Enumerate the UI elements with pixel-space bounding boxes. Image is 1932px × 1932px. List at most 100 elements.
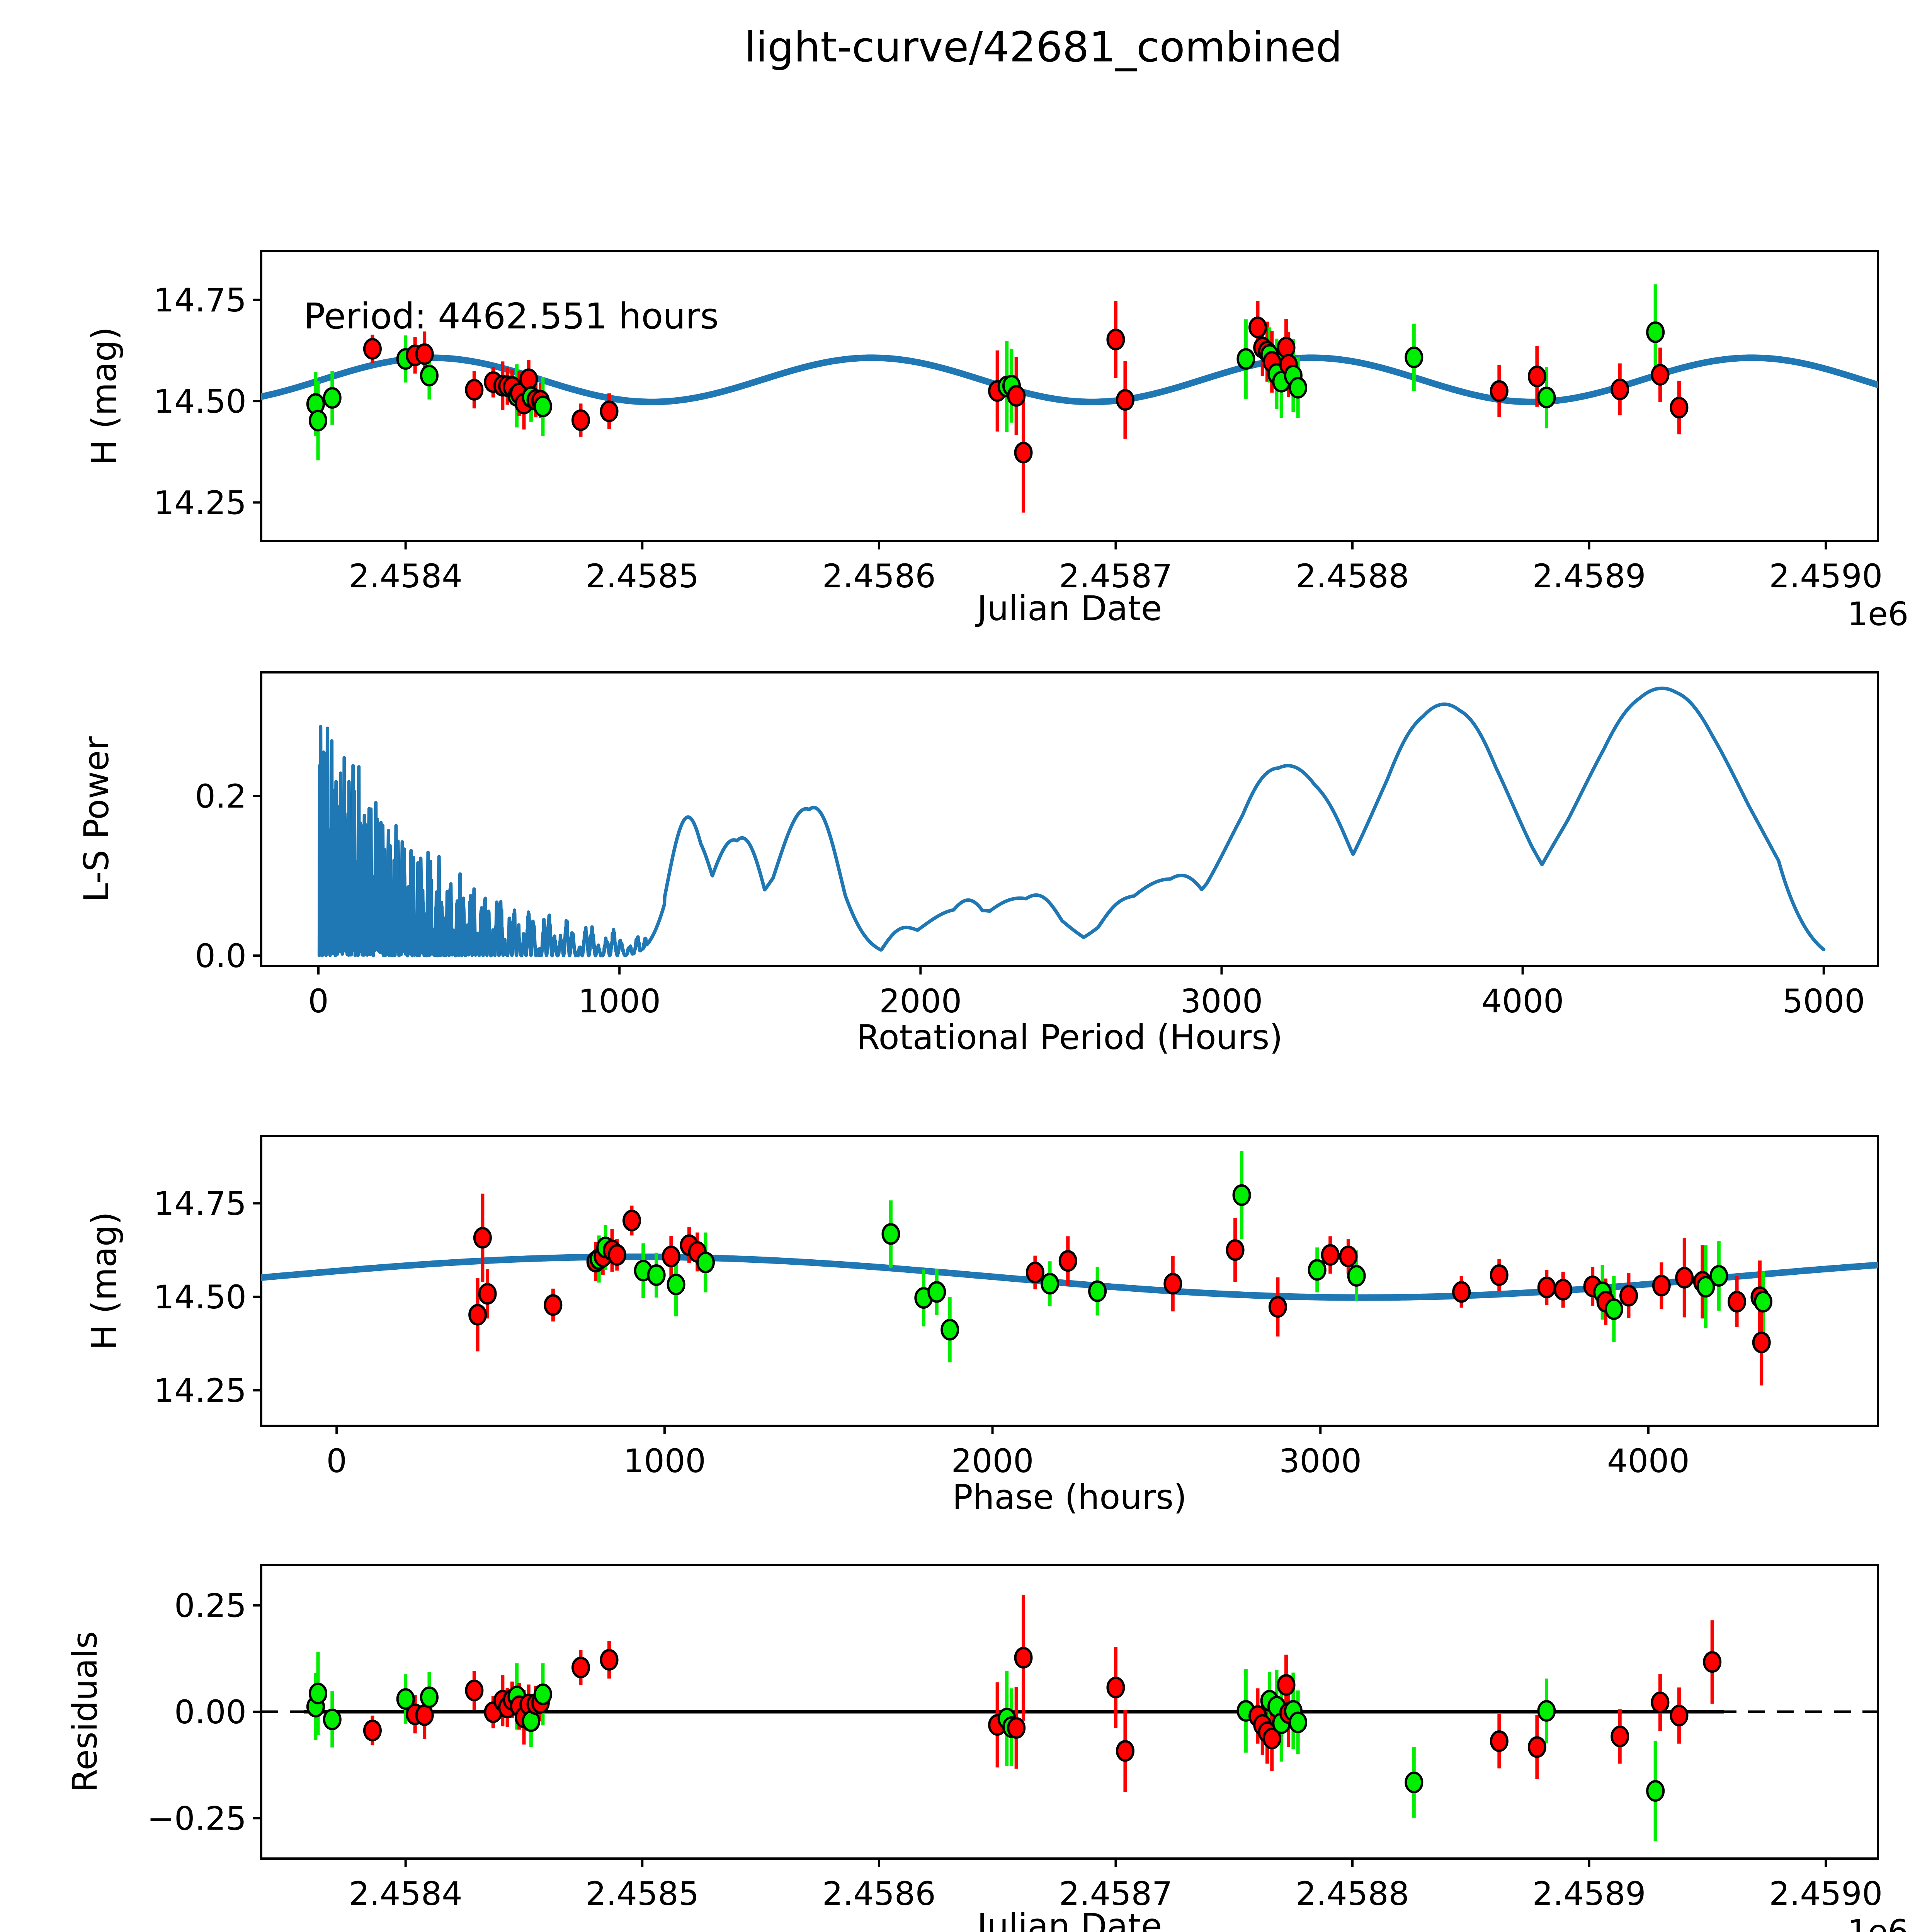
data-point <box>396 1688 415 1710</box>
data-point <box>600 1649 619 1671</box>
x-tick-label: 1000 <box>578 982 661 1020</box>
data-point <box>468 1304 487 1326</box>
data-point <box>478 1283 497 1305</box>
x-tick-label: 2.4584 <box>349 557 463 595</box>
data-point <box>667 1274 685 1296</box>
data-point <box>1014 442 1033 464</box>
plot-frame <box>260 671 1879 967</box>
x-offset-label: 1e6 <box>1847 595 1909 633</box>
data-point <box>1268 1296 1287 1318</box>
y-tick-label: 14.50 <box>154 1278 247 1316</box>
data-point <box>1339 1245 1358 1267</box>
data-point <box>1646 1780 1665 1802</box>
data-point <box>1490 380 1509 402</box>
data-point <box>473 1227 492 1249</box>
data-point <box>662 1245 680 1267</box>
data-point <box>415 1704 434 1726</box>
data-point <box>1490 1264 1509 1286</box>
data-point <box>420 1686 439 1708</box>
y-tick-label: −0.25 <box>147 1799 247 1837</box>
data-point <box>1651 1691 1670 1713</box>
data-point <box>571 1656 590 1679</box>
data-point <box>1277 1674 1296 1696</box>
data-point <box>1106 328 1125 350</box>
data-point <box>1321 1244 1340 1266</box>
y-tick-label: 14.75 <box>154 281 247 319</box>
data-point <box>1611 1725 1629 1747</box>
x-axis-label: Julian Date <box>975 588 1162 628</box>
data-point <box>1537 1276 1556 1298</box>
panel-residuals: 2.4584 2.4585 2.4586 2.4587 2.4588 2.4589 2.45… <box>0 1546 1932 1932</box>
data-point <box>1452 1281 1471 1303</box>
data-point <box>1604 1298 1623 1320</box>
y-axis-label: H (mag) <box>84 1212 124 1350</box>
x-tick-label: 2000 <box>879 982 962 1020</box>
y-tick-label: 14.75 <box>154 1185 247 1223</box>
x-tick-label: 4000 <box>1607 1442 1690 1480</box>
y-tick-label: 0.25 <box>174 1587 247 1625</box>
x-tick-label: 2.4586 <box>822 557 936 595</box>
data-point <box>544 1294 563 1316</box>
data-point <box>1537 386 1556 408</box>
light-curve-chart: 2.4584 2.4585 2.4586 2.4587 2.4588 2.4589 2.45… <box>84 250 1909 633</box>
data-point <box>1611 378 1629 400</box>
data-point <box>1619 1285 1638 1307</box>
data-point <box>1007 385 1026 407</box>
data-point <box>1537 1700 1556 1722</box>
data-point <box>323 387 342 409</box>
x-tick-label: 2.4587 <box>1059 557 1172 595</box>
data-point <box>1405 346 1423 368</box>
data-point <box>1248 316 1267 338</box>
data-point <box>1058 1250 1077 1272</box>
data-point <box>1106 1677 1125 1699</box>
data-point <box>465 379 484 401</box>
y-axis-label: H (mag) <box>84 327 124 465</box>
data-point <box>1709 1265 1728 1287</box>
data-point <box>1675 1267 1694 1289</box>
y-tick-label: 0.00 <box>174 1693 247 1731</box>
data-point <box>1116 1740 1134 1762</box>
x-tick-label: 2.4584 <box>349 1875 463 1913</box>
x-axis-label: Julian Date <box>975 1906 1162 1932</box>
x-tick-label: 2.4589 <box>1532 1875 1646 1913</box>
y-axis-label: Residuals <box>65 1631 105 1792</box>
data-point <box>1651 364 1670 386</box>
x-tick-label: 4000 <box>1481 982 1564 1020</box>
x-axis-label: Phase (hours) <box>952 1477 1187 1517</box>
y-axis-label: L-S Power <box>77 736 116 902</box>
data-point <box>1670 396 1689 418</box>
data-point <box>1527 366 1546 388</box>
data-point <box>1670 1704 1689 1726</box>
data-point <box>1753 1291 1772 1313</box>
data-point <box>1026 1262 1044 1284</box>
data-point <box>622 1209 641 1231</box>
data-point <box>1646 321 1665 343</box>
x-tick-label: 2.4587 <box>1059 1875 1172 1913</box>
data-points <box>306 1647 1722 1802</box>
x-tick-label: 2.4588 <box>1296 557 1409 595</box>
data-point <box>1262 1728 1281 1750</box>
x-offset-label: 1e6 <box>1847 1913 1909 1932</box>
y-tick-label: 0.2 <box>195 777 247 815</box>
data-point <box>1232 1184 1251 1206</box>
x-tick-label: 1000 <box>623 1442 706 1480</box>
x-tick-label: 2.4590 <box>1769 557 1883 595</box>
data-point <box>533 1683 552 1705</box>
error-bars <box>476 1151 1765 1386</box>
x-tick-label: 2.4589 <box>1532 557 1646 595</box>
data-point <box>309 1682 328 1704</box>
points-layer <box>306 284 1689 513</box>
data-point <box>323 1708 342 1730</box>
data-point <box>927 1281 946 1303</box>
panel-periodogram: 0 1000 2000 3000 4000 5000 0.0 0.2 Rotational Pe… <box>0 657 1932 1105</box>
residuals-chart: 2.4584 2.4585 2.4586 2.4587 2.4588 2.4589 2.45… <box>65 1564 1909 1932</box>
x-axis-label: Rotational Period (Hours) <box>856 1017 1282 1057</box>
period-annotation: Period: 4462.551 hours <box>304 296 719 337</box>
data-point <box>533 395 552 417</box>
data-point <box>600 400 619 422</box>
plot-frame <box>260 1135 1879 1427</box>
points-layer <box>306 1595 1722 1841</box>
y-tick-label: 0.0 <box>195 937 247 975</box>
data-point <box>1696 1276 1715 1298</box>
